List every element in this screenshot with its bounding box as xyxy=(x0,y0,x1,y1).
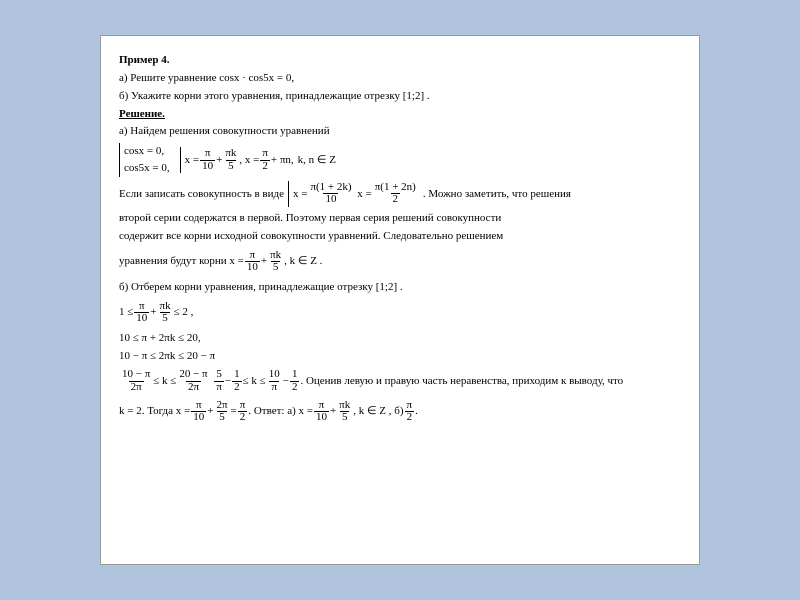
example-title: Пример 4. xyxy=(119,54,170,66)
fraction: π10 xyxy=(191,400,206,424)
inequality-3: 10 − π ≤ 2πk ≤ 20 − π xyxy=(119,349,681,364)
inequality-2: 10 ≤ π + 2πk ≤ 20, xyxy=(119,331,681,346)
combined-post: . Можно заметить, что решения xyxy=(423,187,571,202)
answer-line: Ответ: а) x = π10 + πk5 , k ∈ Z , б) π2 … xyxy=(254,400,418,424)
sys-right-line2: x = π2 + πn, xyxy=(245,147,294,173)
text: ≤ k ≤ xyxy=(243,374,266,389)
combined-system-line: Если записать совокупность в виде x = π(… xyxy=(119,181,681,207)
fraction: 12 xyxy=(232,369,242,393)
text: − xyxy=(283,374,289,389)
fraction: π2 xyxy=(238,400,248,424)
text: + xyxy=(216,153,222,168)
fraction: π10 xyxy=(134,301,149,325)
solution-label: Решение. xyxy=(119,108,165,120)
text: + xyxy=(150,305,156,320)
text: ≤ 2 , xyxy=(174,305,194,320)
inequality-5: 5π − 12 ≤ k ≤ 10π − 12 . Оценив левую и … xyxy=(213,369,623,393)
fraction: πk5 xyxy=(268,250,283,274)
text: . Оценив левую и правую часть неравенств… xyxy=(300,374,623,389)
fraction: 20 − π2π xyxy=(177,369,209,393)
text: . xyxy=(248,404,251,419)
fraction: πk5 xyxy=(337,400,352,424)
text: x = xyxy=(245,153,259,168)
fraction: π2 xyxy=(405,400,415,424)
system-suffix: k, n ∈ Z xyxy=(298,153,336,168)
right-bracket-system: x = π10 + πk5 , x = π2 + πn, xyxy=(180,147,294,173)
text: = xyxy=(231,404,237,419)
inequality-4: 10 − π2π ≤ k ≤ 20 − π2π xyxy=(119,369,211,393)
fraction: πk5 xyxy=(158,301,173,325)
k-substitution-line: k = 2. Тогда x = π10 + 2π5 = π2 . xyxy=(119,400,251,424)
combined-bracket: x = π(1 + 2k)10 x = π(1 + 2n)2 xyxy=(288,181,419,207)
text: 1 ≤ xyxy=(119,305,133,320)
fraction: 10 − π2π xyxy=(120,369,152,393)
fraction: π2 xyxy=(260,148,270,172)
explain-line1: второй серии содержатся в первой. Поэтом… xyxy=(119,211,681,226)
text: x = xyxy=(293,187,307,202)
fraction: 12 xyxy=(290,369,300,393)
text: k = 2. Тогда x = xyxy=(119,404,190,419)
inequality-1: 1 ≤ π10 + πk5 ≤ 2 , xyxy=(119,301,193,325)
text: + xyxy=(261,254,267,269)
sys-left-line1: cosx = 0, xyxy=(124,143,170,160)
text: + xyxy=(207,404,213,419)
part-b-intro: б) Отберем корни уравнения, принадлежащи… xyxy=(119,280,681,295)
part-a-intro: а) Найдем решения совокупности уравнений xyxy=(119,124,681,139)
left-bracket-system: cosx = 0, cos5x = 0, xyxy=(119,143,170,177)
part-a-problem: а) Решите уравнение cosx · cos5x = 0, xyxy=(119,71,681,86)
text: + xyxy=(330,404,336,419)
text: + πn, xyxy=(271,153,294,168)
fraction: π10 xyxy=(200,148,215,172)
sys-left-line2: cos5x = 0, xyxy=(124,160,170,177)
document-page: Пример 4. а) Решите уравнение cosx · cos… xyxy=(100,35,700,565)
fraction: 2π5 xyxy=(214,400,229,424)
fraction: 10π xyxy=(267,369,282,393)
fraction: π(1 + 2k)10 xyxy=(308,182,353,206)
text: , k ∈ Z . xyxy=(284,254,322,269)
text: , xyxy=(239,153,242,168)
combined-line2: x = π(1 + 2n)2 xyxy=(357,181,419,207)
fraction: πk5 xyxy=(223,148,238,172)
text: − xyxy=(225,374,231,389)
text: ≤ k ≤ xyxy=(153,374,176,389)
text: . xyxy=(415,404,418,419)
text: уравнения будут корни x = xyxy=(119,254,244,269)
part-b-problem: б) Укажите корни этого уравнения, принад… xyxy=(119,89,681,104)
sys-right-line1: x = π10 + πk5 , xyxy=(185,147,243,173)
equation-system: cosx = 0, cos5x = 0, x = π10 + πk5 , x =… xyxy=(119,143,681,177)
text: , k ∈ Z , б) xyxy=(353,404,403,419)
explain-line2: содержит все корни исходной совокупности… xyxy=(119,229,681,244)
fraction: π10 xyxy=(245,250,260,274)
text: Ответ: а) x = xyxy=(254,404,313,419)
text: x = xyxy=(185,153,199,168)
text: x = xyxy=(357,187,371,202)
explain-line3: уравнения будут корни x = π10 + πk5 , k … xyxy=(119,250,322,274)
fraction: π(1 + 2n)2 xyxy=(373,182,418,206)
combined-line1: x = π(1 + 2k)10 xyxy=(293,181,355,207)
combined-pre: Если записать совокупность в виде xyxy=(119,187,284,202)
fraction: 5π xyxy=(214,369,224,393)
fraction: π10 xyxy=(314,400,329,424)
